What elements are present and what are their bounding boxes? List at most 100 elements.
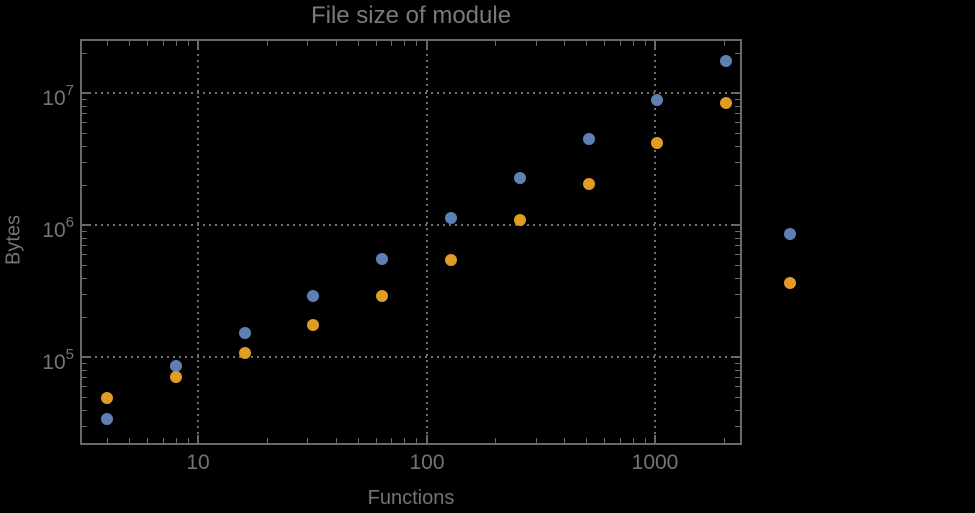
x-major-tick bbox=[425, 41, 428, 49]
data-point-orange bbox=[513, 214, 526, 227]
data-point-orange bbox=[651, 137, 664, 149]
x-tick-label-100: 100 bbox=[409, 451, 445, 474]
x-minor-tick bbox=[147, 41, 149, 46]
x-minor-tick bbox=[335, 438, 337, 443]
data-point-blue bbox=[784, 227, 797, 240]
y-minor-tick bbox=[735, 409, 740, 411]
y-minor-tick bbox=[735, 53, 740, 55]
y-minor-tick bbox=[82, 145, 87, 147]
x-minor-tick bbox=[162, 438, 164, 443]
x-minor-tick bbox=[723, 438, 725, 443]
y-minor-tick bbox=[735, 145, 740, 147]
x-minor-tick bbox=[187, 438, 189, 443]
data-point-blue bbox=[238, 326, 251, 339]
y-minor-tick bbox=[82, 185, 87, 187]
y-minor-tick bbox=[82, 369, 87, 371]
y-minor-tick bbox=[735, 363, 740, 365]
x-minor-tick bbox=[495, 41, 497, 46]
x-minor-tick bbox=[357, 41, 359, 46]
y-minor-tick bbox=[735, 294, 740, 296]
x-minor-tick bbox=[129, 41, 131, 46]
data-point-blue bbox=[582, 132, 595, 145]
x-minor-tick bbox=[564, 41, 566, 46]
y-tick-label-1e6: 106 bbox=[42, 214, 74, 242]
x-gridline bbox=[654, 42, 656, 443]
y-minor-tick bbox=[735, 105, 740, 107]
y-minor-tick bbox=[82, 132, 87, 134]
y-tick-label-1e5: 105 bbox=[42, 346, 74, 374]
y-minor-tick bbox=[82, 105, 87, 107]
x-major-tick bbox=[654, 41, 656, 49]
y-gridline bbox=[83, 92, 739, 94]
x-minor-tick bbox=[307, 438, 309, 443]
x-minor-tick bbox=[416, 438, 418, 443]
y-axis-label: Bytes bbox=[2, 214, 25, 266]
x-minor-tick bbox=[619, 41, 621, 46]
y-minor-tick bbox=[82, 99, 87, 101]
y-minor-tick bbox=[735, 99, 740, 101]
y-minor-tick bbox=[735, 264, 740, 266]
data-point-orange bbox=[582, 177, 595, 190]
x-minor-tick bbox=[644, 438, 646, 443]
x-minor-tick bbox=[404, 41, 406, 46]
y-major-tick bbox=[82, 92, 90, 94]
x-minor-tick bbox=[723, 41, 725, 46]
x-minor-tick bbox=[604, 438, 606, 443]
x-minor-tick bbox=[535, 41, 537, 46]
data-point-orange bbox=[307, 318, 320, 331]
x-major-tick bbox=[197, 435, 199, 443]
data-point-orange bbox=[720, 96, 733, 109]
x-minor-tick bbox=[147, 438, 149, 443]
x-minor-tick bbox=[266, 41, 268, 46]
x-gridline bbox=[425, 42, 428, 443]
x-minor-tick bbox=[266, 438, 268, 443]
x-major-tick bbox=[197, 41, 199, 49]
y-minor-tick bbox=[735, 113, 740, 115]
x-tick-label-1000: 1000 bbox=[631, 451, 679, 474]
y-minor-tick bbox=[735, 254, 740, 256]
x-minor-tick bbox=[375, 438, 377, 443]
y-minor-tick bbox=[735, 245, 740, 247]
y-gridline bbox=[83, 224, 739, 226]
x-minor-tick bbox=[107, 438, 109, 443]
x-minor-tick bbox=[175, 41, 177, 46]
x-minor-tick bbox=[644, 41, 646, 46]
x-minor-tick bbox=[129, 438, 131, 443]
y-minor-tick bbox=[735, 369, 740, 371]
x-minor-tick bbox=[404, 438, 406, 443]
x-minor-tick bbox=[335, 41, 337, 46]
y-minor-tick bbox=[735, 185, 740, 187]
y-minor-tick bbox=[735, 386, 740, 388]
y-minor-tick bbox=[82, 254, 87, 256]
data-point-blue bbox=[169, 359, 182, 372]
x-minor-tick bbox=[586, 41, 588, 46]
x-minor-tick bbox=[564, 438, 566, 443]
y-minor-tick bbox=[82, 377, 87, 379]
y-minor-tick bbox=[735, 122, 740, 124]
y-minor-tick bbox=[82, 277, 87, 279]
y-minor-tick bbox=[82, 409, 87, 411]
data-point-blue bbox=[720, 54, 733, 67]
data-point-blue bbox=[307, 289, 320, 302]
y-minor-tick bbox=[735, 132, 740, 134]
chart-title: File size of module bbox=[310, 2, 512, 29]
y-minor-tick bbox=[82, 53, 87, 55]
y-major-tick bbox=[82, 224, 90, 226]
x-minor-tick bbox=[632, 438, 634, 443]
y-minor-tick bbox=[82, 264, 87, 266]
x-minor-tick bbox=[357, 438, 359, 443]
plot-frame bbox=[80, 39, 742, 445]
y-minor-tick bbox=[82, 245, 87, 247]
y-minor-tick bbox=[82, 113, 87, 115]
y-gridline bbox=[83, 356, 739, 358]
y-minor-tick bbox=[82, 237, 87, 239]
y-minor-tick bbox=[82, 294, 87, 296]
data-point-orange bbox=[238, 347, 251, 360]
data-point-orange bbox=[784, 276, 797, 289]
data-point-blue bbox=[513, 172, 526, 184]
x-axis-label: Functions bbox=[367, 487, 455, 509]
x-minor-tick bbox=[162, 41, 164, 46]
